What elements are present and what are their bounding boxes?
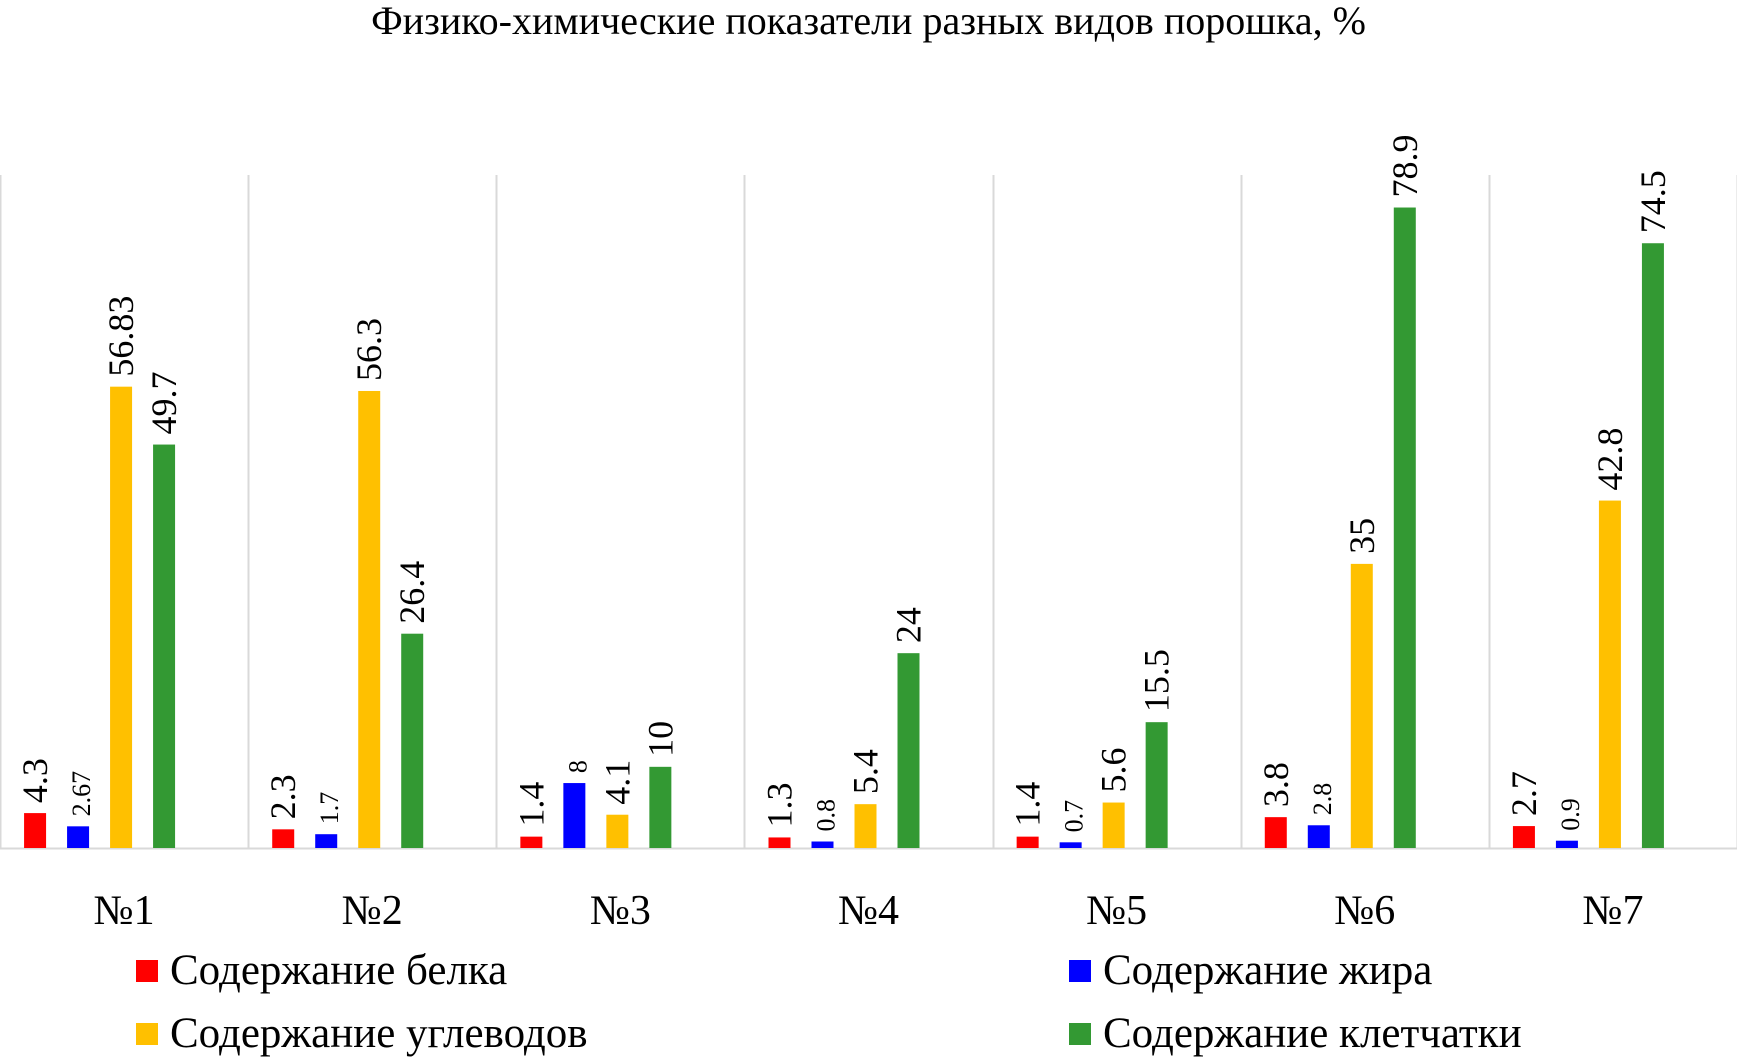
data-label: 2.8: [1308, 783, 1337, 816]
bar: [854, 804, 877, 848]
data-label: 1.7: [315, 792, 344, 825]
bar: [1350, 563, 1373, 848]
data-label: 4.1: [597, 760, 637, 805]
bar: [1102, 802, 1125, 848]
legend-label-protein: Содержание белка: [170, 947, 508, 994]
x-tick-label: №4: [838, 888, 899, 934]
bar: [1393, 207, 1416, 849]
bar: [358, 390, 381, 848]
bar: [1598, 500, 1621, 848]
x-tick-label: №6: [1334, 888, 1395, 934]
bar: [315, 834, 338, 848]
legend-label-carbs: Содержание углеводов: [170, 1010, 588, 1057]
legend-item-carbs: Содержание углеводов: [136, 1010, 588, 1058]
data-label: 56.3: [349, 318, 389, 381]
x-tick-label: №2: [342, 888, 403, 934]
data-label: 1.3: [760, 782, 800, 827]
data-label: 74.5: [1633, 170, 1673, 233]
data-label: 4.3: [15, 758, 55, 803]
bar: [401, 633, 424, 848]
bar: [67, 826, 90, 848]
data-label: 0.7: [1060, 800, 1089, 833]
bar: [520, 836, 543, 848]
data-label: 1.4: [511, 782, 551, 827]
data-label: 0.8: [812, 799, 841, 832]
bar: [1512, 826, 1535, 848]
x-tick-label: №3: [590, 888, 651, 934]
data-label: 24: [889, 607, 929, 643]
bar: [272, 829, 295, 848]
data-label: 78.9: [1385, 135, 1425, 198]
data-label: 1.4: [1008, 782, 1048, 827]
bar: [1145, 722, 1168, 848]
data-label: 5.6: [1094, 748, 1134, 793]
data-label: 42.8: [1590, 428, 1630, 491]
data-label: 49.7: [144, 372, 184, 435]
data-label: 10: [640, 721, 680, 757]
legend-item-protein: Содержание белка: [136, 947, 507, 995]
bar: [897, 653, 920, 848]
bar: [768, 837, 791, 848]
data-label: 3.8: [1256, 762, 1296, 807]
legend-swatch-carbs: [136, 1023, 158, 1045]
bar: [811, 841, 834, 848]
legend-item-fiber: Содержание клетчатки: [1069, 1010, 1522, 1058]
bar: [153, 444, 176, 848]
bar: [1016, 836, 1039, 848]
data-label: 15.5: [1137, 649, 1177, 712]
bar: [24, 813, 47, 848]
legend-swatch-fat: [1069, 960, 1091, 982]
legend-swatch-fiber: [1069, 1023, 1091, 1045]
bar: [110, 386, 133, 848]
bar: [1641, 243, 1664, 848]
bar: [1264, 817, 1287, 848]
bar: [563, 783, 586, 848]
data-label: 35: [1342, 518, 1382, 554]
data-label: 2.3: [263, 774, 303, 819]
data-label: 8: [563, 760, 592, 773]
x-tick-label: №7: [1582, 888, 1643, 934]
legend-label-fiber: Содержание клетчатки: [1103, 1010, 1522, 1057]
data-label: 2.67: [67, 771, 96, 817]
bar: [606, 814, 629, 848]
legend-swatch-protein: [136, 960, 158, 982]
legend-item-fat: Содержание жира: [1069, 947, 1432, 995]
data-label: 2.7: [1504, 771, 1544, 816]
data-label: 0.9: [1556, 798, 1585, 831]
data-label: 5.4: [846, 749, 886, 794]
data-label: 26.4: [392, 561, 432, 624]
x-tick-label: №1: [94, 888, 155, 934]
bar: [1307, 825, 1330, 848]
data-label: 56.83: [101, 296, 141, 377]
bar: [1059, 842, 1082, 848]
legend-label-fat: Содержание жира: [1103, 947, 1433, 994]
bar: [649, 766, 672, 848]
bar: [1555, 840, 1578, 848]
x-tick-label: №5: [1086, 888, 1147, 934]
chart-title: Физико-химические показатели разных видо…: [371, 0, 1366, 43]
